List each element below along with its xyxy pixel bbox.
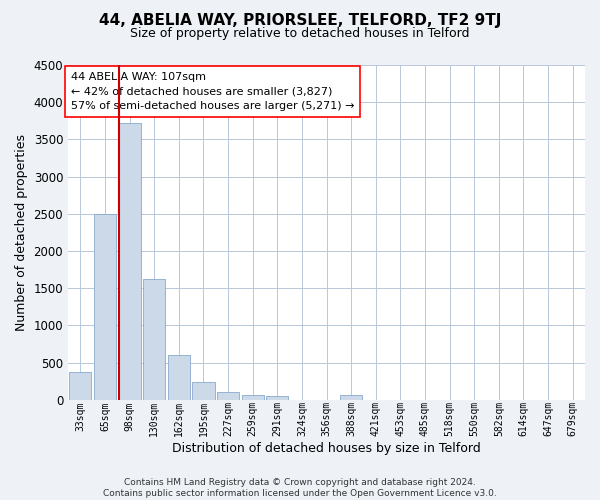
Bar — [69, 372, 91, 400]
Text: Size of property relative to detached houses in Telford: Size of property relative to detached ho… — [130, 28, 470, 40]
Bar — [168, 355, 190, 400]
Bar — [340, 396, 362, 400]
Bar — [242, 396, 264, 400]
Text: 44, ABELIA WAY, PRIORSLEE, TELFORD, TF2 9TJ: 44, ABELIA WAY, PRIORSLEE, TELFORD, TF2 … — [99, 12, 501, 28]
Bar — [94, 214, 116, 400]
X-axis label: Distribution of detached houses by size in Telford: Distribution of detached houses by size … — [172, 442, 481, 455]
Text: 44 ABELIA WAY: 107sqm
← 42% of detached houses are smaller (3,827)
57% of semi-d: 44 ABELIA WAY: 107sqm ← 42% of detached … — [71, 72, 354, 112]
Text: Contains HM Land Registry data © Crown copyright and database right 2024.
Contai: Contains HM Land Registry data © Crown c… — [103, 478, 497, 498]
Bar — [119, 123, 140, 400]
Bar — [217, 392, 239, 400]
Y-axis label: Number of detached properties: Number of detached properties — [15, 134, 28, 331]
Bar — [143, 278, 165, 400]
Bar — [266, 396, 289, 400]
Bar — [193, 382, 215, 400]
